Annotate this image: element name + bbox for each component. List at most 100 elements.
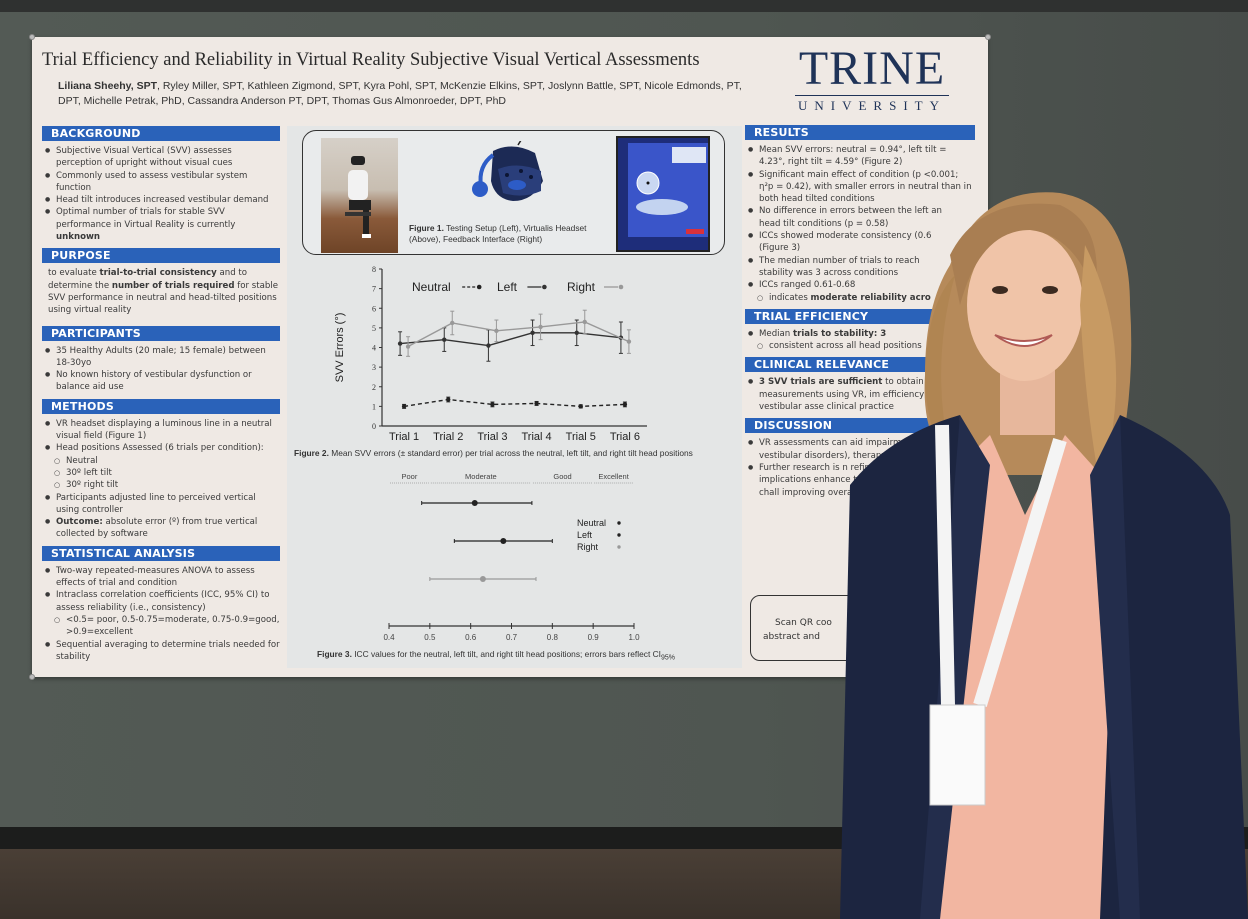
list-item: ICCs ranged 0.61-0.68 bbox=[745, 279, 975, 292]
svg-text:SVV Errors (°): SVV Errors (°) bbox=[334, 313, 346, 383]
research-poster: Trial Efficiency and Reliability in Virt… bbox=[29, 34, 991, 680]
author-list: Liliana Sheehy, SPT, Ryley Miller, SPT, … bbox=[58, 79, 758, 109]
list-item-text: Optimal number of trials for stable SVV … bbox=[56, 207, 236, 230]
purpose-emphasis: number of trials required bbox=[111, 280, 235, 291]
svg-text:0: 0 bbox=[372, 422, 376, 431]
list-item-emphasis: 3 SVV trials are sufficient bbox=[759, 377, 883, 388]
svg-text:Trial 4: Trial 4 bbox=[522, 431, 552, 441]
left-column: BACKGROUND Subjective Visual Vertical (S… bbox=[42, 126, 280, 663]
section-heading-methods: METHODS bbox=[42, 398, 280, 414]
list-item: ICCs showed moderate consistency (0.6(Fi… bbox=[745, 230, 975, 255]
svg-text:Right: Right bbox=[567, 280, 596, 294]
svg-text:Trial 1: Trial 1 bbox=[389, 431, 419, 441]
statistics-list: Two-way repeated-measures ANOVA to asses… bbox=[42, 565, 280, 663]
figure-3-icc-forest-plot: Poor Moderate Good Excellent Neutral Left Righ… bbox=[383, 472, 640, 642]
figure-2-caption: Figure 2. Mean SVV errors (± standard er… bbox=[294, 448, 693, 458]
purpose-emphasis: trial-to-trial consistency bbox=[99, 268, 217, 279]
list-sub-item: indicates moderate reliability acro bbox=[745, 292, 975, 305]
purpose-text: to evaluate trial-to-trial consistency a… bbox=[42, 267, 280, 316]
svg-text:4: 4 bbox=[372, 344, 376, 353]
poster-title: Trial Efficiency and Reliability in Virt… bbox=[42, 50, 700, 70]
list-item: Commonly used to assess vestibular syste… bbox=[42, 170, 280, 195]
feedback-interface-photo bbox=[616, 136, 710, 252]
list-item: Mean SVV errors: neutral = 0.94°, left t… bbox=[745, 144, 975, 169]
svg-text:0.9: 0.9 bbox=[588, 633, 600, 642]
right-column: RESULTS Mean SVV errors: neutral = 0.94°… bbox=[745, 125, 975, 499]
svg-text:Poor: Poor bbox=[401, 472, 417, 481]
svg-text:0.6: 0.6 bbox=[465, 633, 477, 642]
svg-text:Moderate: Moderate bbox=[465, 472, 497, 481]
svg-text:0.4: 0.4 bbox=[383, 633, 395, 642]
list-item-emphasis: Outcome: bbox=[56, 517, 103, 528]
svg-text:8: 8 bbox=[372, 265, 376, 274]
list-item-emphasis: unknown bbox=[56, 232, 101, 243]
list-item-text: indicates bbox=[769, 292, 811, 303]
list-item: Intraclass correlation coefficients (ICC… bbox=[42, 589, 280, 614]
list-item: Median trials to stability: 3 bbox=[745, 328, 975, 341]
presenter-person bbox=[840, 192, 1248, 919]
caption-text: Mean SVV errors (± standard error) per t… bbox=[328, 448, 693, 458]
svg-text:Left: Left bbox=[497, 280, 518, 294]
section-heading-trial-efficiency: TRIAL EFFICIENCY bbox=[745, 308, 975, 324]
purpose-text-part: and to determine the bbox=[48, 268, 248, 291]
testing-setup-photo bbox=[321, 138, 398, 253]
svg-text:1: 1 bbox=[372, 402, 376, 411]
caption-text: ICC values for the neutral, left tilt, a… bbox=[351, 649, 661, 659]
vr-headset-image bbox=[472, 141, 543, 201]
clinical-relevance-list: 3 SVV trials are sufficient to obtain re… bbox=[745, 376, 975, 413]
svg-text:0.8: 0.8 bbox=[547, 633, 559, 642]
co-authors: , Ryley Miller, SPT, Kathleen Zigmond, S… bbox=[58, 80, 742, 107]
svg-text:Neutral: Neutral bbox=[412, 280, 451, 294]
svg-text:0.5: 0.5 bbox=[424, 633, 436, 642]
list-item-text: (Figure 3) bbox=[759, 243, 801, 254]
logo-subtitle: UNIVERSITY bbox=[798, 98, 946, 113]
caption-subscript: 95% bbox=[661, 654, 675, 662]
section-heading-participants: PARTICIPANTS bbox=[42, 325, 280, 341]
caption-label: Figure 3. bbox=[317, 649, 352, 659]
svg-text:2: 2 bbox=[372, 383, 376, 392]
figure-1: Figure 1. Testing Setup (Left), Virtuali… bbox=[302, 130, 725, 255]
list-item: VR assessments can aid impairments, the … bbox=[745, 437, 975, 462]
list-item-text: No difference in errors between the left… bbox=[759, 206, 942, 217]
svg-text:Good: Good bbox=[553, 472, 571, 481]
list-sub-item: consistent across all head positions bbox=[745, 340, 975, 353]
list-item: No known history of vestibular dysfuncti… bbox=[42, 369, 280, 394]
list-item: Optimal number of trials for stable SVV … bbox=[42, 206, 280, 243]
list-sub-item: 30º left tilt bbox=[42, 467, 280, 480]
qr-callout-line: abstract and bbox=[763, 632, 820, 642]
section-heading-statistical-analysis: STATISTICAL ANALYSIS bbox=[42, 545, 280, 561]
list-item-text: head tilt conditions (p = 0.58) bbox=[759, 218, 889, 229]
svg-text:6: 6 bbox=[372, 304, 376, 313]
figures-panel: Figure 1. Testing Setup (Left), Virtuali… bbox=[287, 126, 742, 668]
list-sub-item: <0.5= poor, 0.5-0.75=moderate, 0.75-0.9=… bbox=[42, 614, 280, 639]
list-item: Two-way repeated-measures ANOVA to asses… bbox=[42, 565, 280, 590]
svg-text:Left: Left bbox=[577, 530, 593, 540]
list-item: Head positions Assessed (6 trials per co… bbox=[42, 442, 280, 455]
list-item-text: stability was 3 across conditions bbox=[759, 267, 899, 278]
list-item: The median number of trials to reachstab… bbox=[745, 255, 975, 280]
svg-text:Trial 5: Trial 5 bbox=[566, 431, 596, 441]
list-item: Head tilt introduces increased vestibula… bbox=[42, 194, 280, 207]
svg-text:Right: Right bbox=[577, 542, 599, 552]
list-item: Outcome: absolute error (º) from true ve… bbox=[42, 516, 280, 541]
svv-dial-icon bbox=[636, 147, 706, 234]
lead-author: Liliana Sheehy, SPT bbox=[58, 80, 158, 92]
caption-label: Figure 1. bbox=[409, 223, 444, 233]
svg-text:5: 5 bbox=[372, 324, 376, 333]
svg-text:Trial 3: Trial 3 bbox=[477, 431, 507, 441]
section-heading-background: BACKGROUND bbox=[42, 126, 280, 141]
logo-wordmark: TRINE bbox=[798, 42, 946, 95]
list-item: 3 SVV trials are sufficient to obtain re… bbox=[745, 376, 975, 413]
list-item-emphasis: moderate reliability acro bbox=[810, 292, 931, 303]
svg-text:Excellent: Excellent bbox=[598, 472, 629, 481]
figure-2-line-chart: 0 1 2 3 4 5 6 7 8 Trial 1 Trial 2 Trial 3 Trial 4 Tri… bbox=[334, 265, 647, 441]
caption-label: Figure 2. bbox=[294, 448, 329, 458]
pushpin-icon bbox=[29, 674, 35, 680]
ceiling-rail bbox=[0, 0, 1248, 12]
purpose-text-part: for stable SVV performance in neutral an… bbox=[48, 280, 279, 316]
list-item-text: ICCs showed moderate consistency (0.6 bbox=[759, 231, 932, 242]
list-item: Significant main effect of condition (p … bbox=[745, 169, 975, 206]
figure-3-caption: Figure 3. ICC values for the neutral, le… bbox=[317, 649, 675, 662]
list-sub-item: Neutral bbox=[42, 455, 280, 468]
logo-rule bbox=[795, 95, 949, 96]
